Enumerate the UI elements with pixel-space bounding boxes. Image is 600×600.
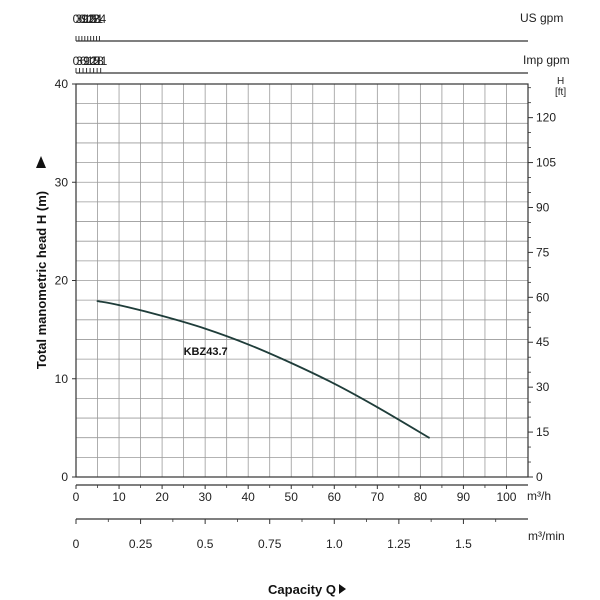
us-gpm-tick-label: 6: [79, 12, 86, 26]
m3min-unit-label: m³/min: [528, 529, 565, 543]
ft-tick-label: 60: [536, 290, 550, 304]
ft-tick-label: 105: [536, 156, 556, 170]
m3min-tick-label: 1.0: [326, 537, 343, 551]
ft-tick-label: 45: [536, 335, 550, 349]
x-tick-label: 80: [414, 490, 428, 504]
series-point: [428, 436, 430, 439]
y-tick-label: 20: [55, 274, 69, 288]
ft-tick-label: 120: [536, 111, 556, 125]
us-gpm-unit-label: US gpm: [520, 11, 563, 25]
ft-tick-label: 90: [536, 200, 550, 214]
y-tick-label: 40: [55, 77, 69, 91]
ft-tick-label: 15: [536, 425, 550, 439]
x-axis-title-group: Capacity Q: [268, 582, 346, 597]
x-tick-label: 10: [112, 490, 126, 504]
x-tick-label: 100: [496, 490, 516, 504]
x-tick-label: 30: [198, 490, 212, 504]
imp-gpm-tick-label: 0: [73, 54, 80, 68]
grid: [76, 84, 528, 477]
x-tick-label: 70: [371, 490, 385, 504]
series-point: [161, 314, 163, 317]
ft-tick-label: 0: [536, 470, 543, 484]
y-tick-label: 30: [55, 175, 69, 189]
ft-tick-label: 75: [536, 245, 550, 259]
us-gpm-tick-label: 12: [81, 12, 95, 26]
x-axis-title: Capacity Q: [268, 582, 336, 597]
series-point: [247, 343, 250, 346]
us-gpm-tick-label: 9: [81, 12, 88, 26]
x-tick-label: 90: [457, 490, 471, 504]
x-tick-label: 0: [73, 490, 80, 504]
y-tick-label: 10: [55, 372, 69, 386]
x-tick-label: 50: [285, 490, 299, 504]
y-axis-arrow: [36, 156, 46, 168]
series-layer: KBZ43.7: [96, 300, 430, 439]
imp-gpm-tick-label: 6: [80, 54, 87, 68]
left-axis: 0 10 20 30 40: [55, 77, 76, 484]
x-tick-label: 20: [155, 490, 169, 504]
y-tick-label: 0: [61, 470, 68, 484]
m3min-tick-label: 1.25: [387, 537, 411, 551]
ft-axis: H [ft] 0 15 30 45 60 75 90 105 120: [528, 76, 566, 484]
series-label-kbz43-7: KBZ43.7: [184, 346, 228, 358]
x-tick-label: 40: [242, 490, 256, 504]
series-point: [204, 327, 207, 330]
series-point: [376, 406, 379, 409]
imp-gpm-unit-label: Imp gpm: [523, 53, 570, 67]
imp-gpm-tick-label: 3: [76, 54, 83, 68]
ft-unit-part: H: [557, 76, 564, 87]
m3min-tick-label: 0: [73, 537, 80, 551]
x-tick-label: 60: [328, 490, 342, 504]
imp-gpm-tick-label: 18: [90, 54, 104, 68]
y-axis-title: Total manometric head H (m): [34, 191, 49, 369]
m3min-tick-label: 0.5: [197, 537, 214, 551]
m3h-unit-label: m³/h: [527, 489, 551, 503]
us-gpm-tick-label: 21: [90, 12, 104, 26]
imp-gpm-tick-label: 21: [94, 54, 108, 68]
m3min-tick-label: 0.25: [129, 537, 153, 551]
series-point: [96, 300, 99, 303]
imp-gpm-tick-label: 9: [83, 54, 90, 68]
us-gpm-tick-label: 3: [76, 12, 83, 26]
ft-unit-label: H [ft]: [555, 76, 566, 98]
us-gpm-tick-label: 15: [84, 12, 98, 26]
imp-gpm-tick-label: 15: [87, 54, 101, 68]
top-axes: US gpm Imp gpm 0369121518212403691215182…: [73, 11, 570, 74]
y-axis-title-group: Total manometric head H (m): [34, 156, 49, 369]
us-gpm-tick-label: 18: [87, 12, 101, 26]
series-point: [118, 304, 120, 306]
ft-tick-label: 30: [536, 380, 550, 394]
us-gpm-tick-label: 0: [73, 12, 80, 26]
m3min-tick-label: 1.5: [455, 537, 472, 551]
series-point: [290, 362, 293, 364]
series-point: [333, 382, 336, 385]
ft-unit-part: [ft]: [555, 87, 566, 98]
bottom-axes: m³/h m³/min 0 10 20 30 40 50 60 70 80 90 100 0 0.25 0…: [73, 484, 565, 551]
imp-gpm-tick-label: 12: [83, 54, 97, 68]
m3min-tick-label: 0.75: [258, 537, 282, 551]
x-axis-arrow: [339, 584, 346, 594]
series-curve-kbz43-7: [97, 300, 430, 439]
us-gpm-tick-label: 24: [93, 12, 107, 26]
